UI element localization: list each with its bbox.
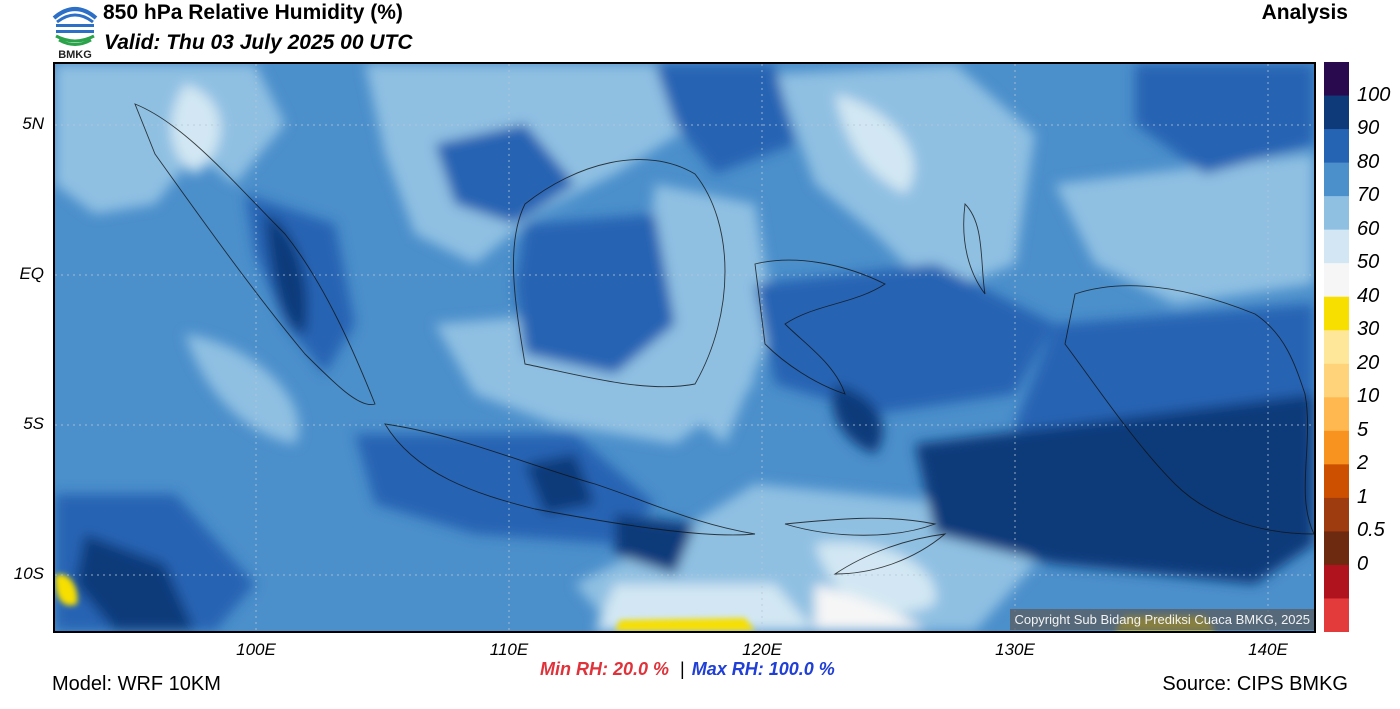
- colorbar-label: 20: [1357, 351, 1380, 374]
- colorbar-swatch: [1324, 129, 1349, 164]
- lat-label-5n: 5N: [22, 114, 44, 133]
- humidity-map: [53, 62, 1316, 633]
- lat-label-10s: 10S: [13, 564, 44, 583]
- lon-label-130e: 130E: [995, 640, 1035, 659]
- colorbar-swatch: [1324, 62, 1349, 97]
- copyright-notice: Copyright Sub Bidang Prediksi Cuaca BMKG…: [1010, 609, 1314, 630]
- colorbar-label: 5: [1357, 418, 1369, 441]
- min-rh-value: Min RH: 20.0 %: [540, 659, 670, 679]
- lat-label-5s: 5S: [23, 414, 44, 433]
- lon-label-140e: 140E: [1248, 640, 1288, 659]
- colorbar-swatch: [1324, 196, 1349, 231]
- colorbar-label: 100: [1357, 83, 1391, 106]
- colorbar-label: 2: [1357, 452, 1369, 475]
- colorbar-label: 50: [1357, 251, 1380, 274]
- model-label: Model: WRF 10KM: [52, 673, 221, 695]
- colorbar-label: 10: [1357, 385, 1380, 408]
- lon-label-120e: 120E: [742, 640, 782, 659]
- max-rh-value: Max RH: 100.0 %: [691, 659, 835, 679]
- lon-label-100e: 100E: [236, 640, 276, 659]
- bmkg-logo: BMKG: [52, 2, 98, 61]
- lon-label-110e: 110E: [489, 640, 529, 659]
- colorbar-label: 0: [1357, 552, 1369, 575]
- colorbar-swatch: [1324, 564, 1349, 599]
- colorbar-swatch: [1324, 95, 1349, 130]
- colorbar-label: 40: [1357, 284, 1380, 307]
- source-label: Source: CIPS BMKG: [1162, 673, 1348, 695]
- colorbar-label: 0.5: [1357, 519, 1385, 542]
- colorbar-label: 30: [1357, 318, 1380, 341]
- valid-time: Valid: Thu 03 July 2025 00 UTC: [104, 31, 413, 54]
- colorbar-swatch: [1324, 598, 1349, 633]
- colorbar-swatch: [1324, 330, 1349, 365]
- colorbar-label: 80: [1357, 150, 1380, 173]
- colorbar-swatch: [1324, 464, 1349, 499]
- colorbar-label: 1: [1357, 485, 1369, 508]
- colorbar-label: 90: [1357, 117, 1380, 140]
- colorbar-swatch: [1324, 430, 1349, 465]
- colorbar-swatch: [1324, 162, 1349, 197]
- svg-text:BMKG: BMKG: [58, 49, 92, 60]
- colorbar-label: 70: [1357, 184, 1380, 207]
- colorbar-swatch: [1324, 531, 1349, 566]
- min-max-rh: Min RH: 20.0 % | Max RH: 100.0 %: [540, 659, 835, 680]
- colorbar-swatch: [1324, 296, 1349, 331]
- humidity-field: [55, 64, 1314, 631]
- colorbar-swatches: [1324, 62, 1349, 633]
- product-label: Analysis: [1261, 1, 1348, 24]
- colorbar: [1324, 62, 1349, 633]
- min-max-separator: |: [680, 659, 685, 679]
- colorbar-swatch: [1324, 263, 1349, 298]
- colorbar-label: 60: [1357, 217, 1380, 240]
- colorbar-swatch: [1324, 497, 1349, 532]
- colorbar-swatch: [1324, 397, 1349, 432]
- chart-title: 850 hPa Relative Humidity (%): [103, 1, 403, 24]
- lat-label-eq: EQ: [19, 264, 44, 283]
- colorbar-swatch: [1324, 363, 1349, 398]
- colorbar-swatch: [1324, 229, 1349, 264]
